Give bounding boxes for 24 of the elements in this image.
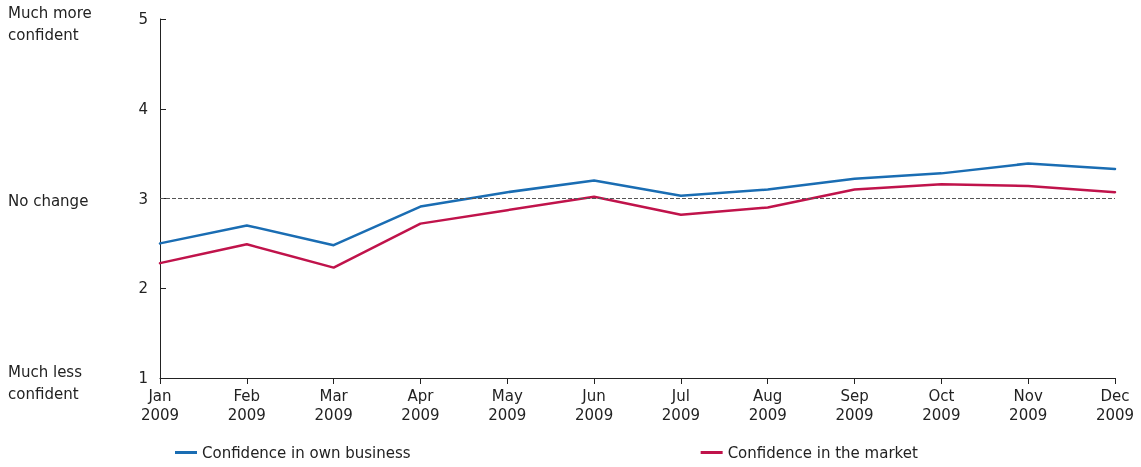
legend-label: Confidence in the market [727,443,918,462]
x-tick-label: Jun 2009 [575,386,614,424]
x-tick-label: Nov 2009 [1009,386,1048,424]
text: Much more confident [8,4,92,44]
y-tick-label: 2 [138,279,148,298]
x-tick-label: Oct 2009 [922,386,961,424]
line-series [158,162,1117,247]
y-tick-label: 3 [138,189,148,208]
x-tick-label: Aug 2009 [748,386,787,424]
x-tick-label: Mar 2009 [314,386,353,424]
x-tick-label: Jan 2009 [140,386,180,424]
x-tick-label: Feb 2009 [227,386,266,424]
text: Much less confident [8,363,83,403]
x-tick-label: Dec 2009 [1095,386,1135,424]
x-tick-label: May 2009 [488,386,527,424]
x-tick-label: Apr 2009 [401,386,440,424]
legend-label: Confidence in own business [202,443,411,462]
y-tick-label: 4 [138,99,148,118]
y-tick-label: 1 [138,369,148,387]
x-tick-label: Sep 2009 [835,386,874,424]
line-series [158,182,1117,269]
x-tick-label: Jul 2009 [661,386,700,424]
text: No change [8,191,89,210]
y-tick-label: 5 [138,10,148,28]
